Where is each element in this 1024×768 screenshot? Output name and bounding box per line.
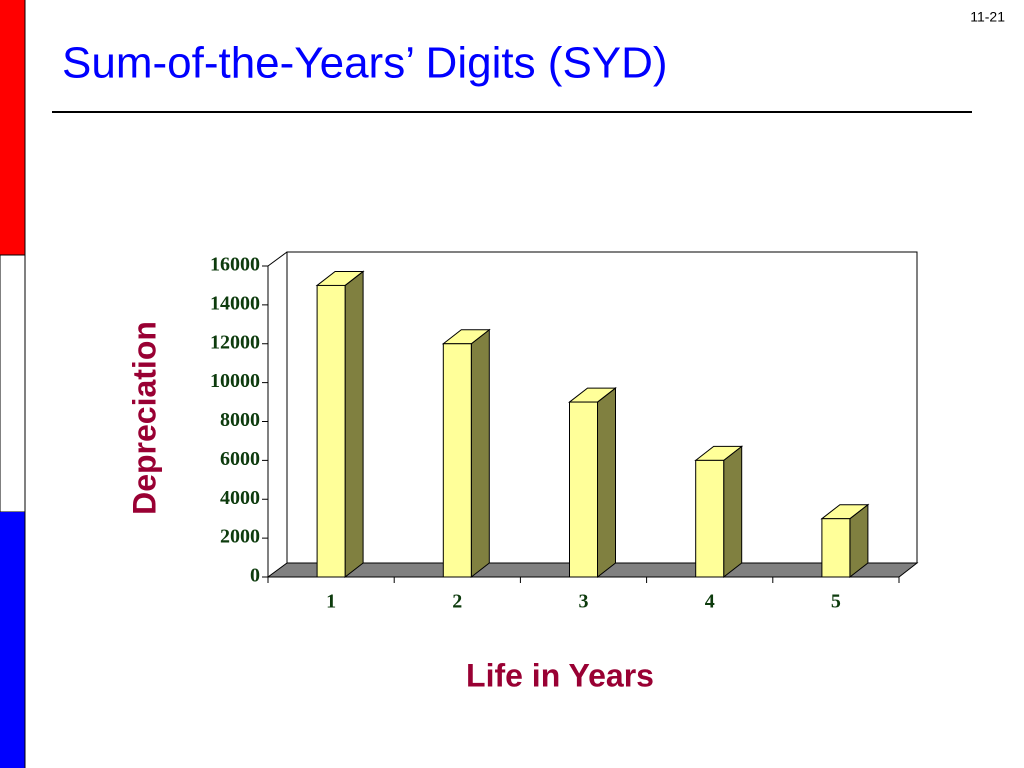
y-tick-label: 12000: [210, 331, 260, 353]
y-tick-label: 16000: [210, 254, 260, 276]
bar-side: [344, 270, 364, 579]
x-tick-label: 3: [579, 591, 589, 613]
stripe-red: [0, 0, 25, 255]
bar-side: [597, 387, 616, 579]
stripe-white: [0, 254, 26, 513]
y-tick-label: 0: [250, 565, 260, 587]
bar-side: [723, 445, 743, 579]
bar: [442, 343, 472, 578]
y-tick-label: 6000: [220, 448, 260, 470]
page-number: 11-21: [970, 9, 1005, 25]
y-tick-label: 14000: [210, 292, 260, 314]
y-axis-title: Depreciation: [126, 321, 162, 515]
side-wall-edge: [267, 251, 288, 267]
x-tick-label: 4: [705, 591, 715, 613]
bar: [316, 284, 346, 578]
x-tick-label: 2: [452, 591, 462, 613]
y-tick-label: 8000: [220, 409, 260, 431]
y-tick-label: 10000: [210, 370, 260, 392]
bar: [569, 401, 598, 578]
bar: [821, 518, 851, 578]
x-tick-label: 5: [831, 591, 841, 613]
bar-side: [470, 328, 490, 579]
x-tick-label: 1: [326, 591, 336, 613]
x-axis-title: Life in Years: [466, 657, 654, 693]
slide-title: Sum-of-the-Years’ Digits (SYD): [62, 39, 668, 88]
bar: [695, 459, 725, 578]
stripe-blue: [0, 512, 25, 768]
y-tick-label: 2000: [220, 526, 260, 548]
y-tick-label: 4000: [220, 487, 260, 509]
